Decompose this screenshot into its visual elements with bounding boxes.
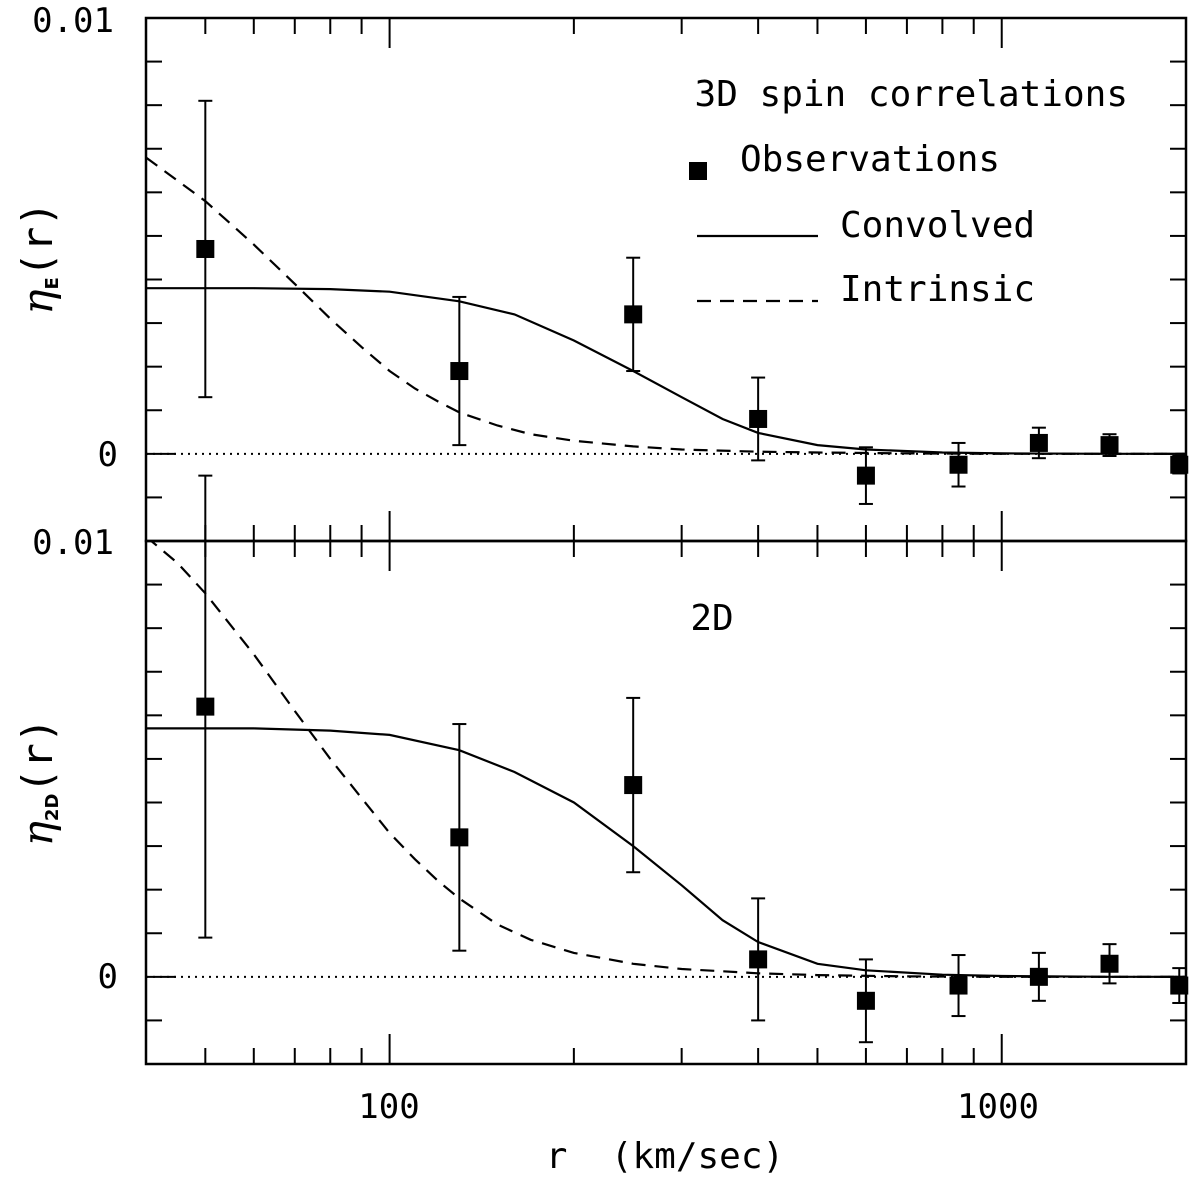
top-intrinsic-curve [146,156,1186,455]
bottom-y-axis-label-symbol: η [13,821,62,846]
bottom-y-axis-label-suffix: (r) [13,718,62,794]
bottom-observation-point-3 [749,950,768,969]
bottom-observation-point-1 [450,828,469,847]
x-tick-label-1000: 1000 [957,1087,1039,1127]
legend-label-intrinsic: Intrinsic [840,269,1035,310]
bottom-y-tick-label-zero: 0 [98,957,118,997]
top-observation-point-1 [450,362,469,381]
bottom-y-axis-label-subscript: 2D [42,794,63,821]
top-observation-point-0 [196,239,215,258]
top-panel-annotation: 3D spin correlations [695,74,1128,115]
legend-symbol-observations [689,162,707,180]
bottom-intrinsic-curve [149,541,1186,978]
legend-label-convolved: Convolved [840,205,1035,246]
bottom-observation-point-2 [624,776,643,795]
bottom-observation-point-4 [856,991,875,1010]
legend-label-observations: Observations [740,139,1000,180]
bottom-observation-point-0 [196,697,215,716]
top-observation-point-8 [1170,455,1189,474]
bottom-observation-point-6 [1029,967,1048,986]
top-observation-point-6 [1029,433,1048,452]
top-y-axis-label-suffix: (r) [13,201,62,277]
bottom-y-tick-label-max: 0.01 [32,523,114,563]
x-axis-label: r (km/sec) [546,1136,784,1177]
top-y-axis-label: ηE(r) [13,201,63,314]
bottom-convolved-curve [146,727,1186,978]
top-observation-point-4 [856,466,875,485]
top-observation-point-7 [1100,436,1119,455]
top-observation-point-3 [749,409,768,428]
top-convolved-curve [146,287,1186,455]
bottom-observation-point-8 [1170,976,1189,995]
top-y-axis-label-symbol: η [13,289,62,314]
bottom-panel-annotation: 2D [690,598,733,639]
top-y-axis-label-subscript: E [42,277,63,289]
top-observation-point-5 [949,455,968,474]
x-tick-label-100: 100 [358,1087,419,1127]
top-y-tick-label-zero: 0 [98,435,118,475]
bottom-observation-point-5 [949,976,968,995]
top-observation-point-2 [624,305,643,324]
bottom-y-axis-label: η2D(r) [13,718,63,847]
top-y-tick-label-max: 0.01 [32,1,114,41]
bottom-observation-point-7 [1100,954,1119,973]
